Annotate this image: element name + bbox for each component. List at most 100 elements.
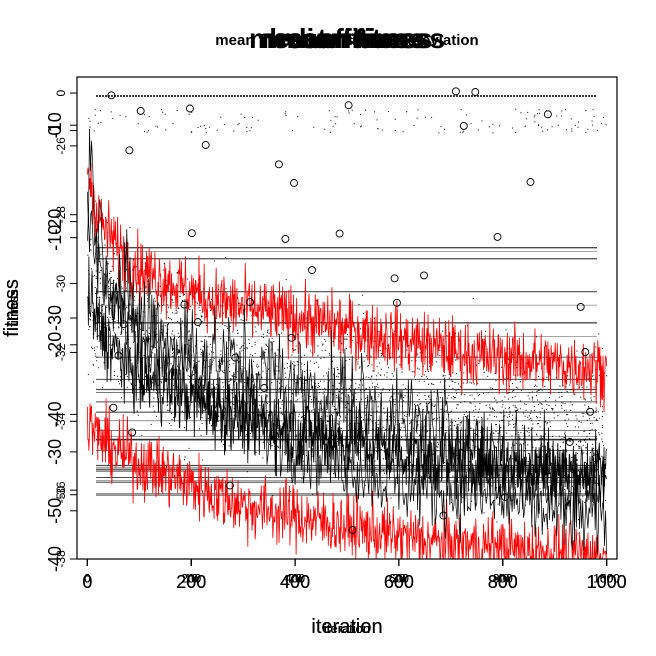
open-circle-point [128, 428, 137, 437]
x-tick-label: 10 [185, 571, 199, 585]
open-circle-point [109, 403, 118, 412]
chart-title: individual distribution [269, 32, 426, 49]
y-axis-label: fitness [6, 289, 21, 327]
x-tick-label: 800 [493, 571, 513, 585]
x-tick-label: 800 [493, 571, 513, 585]
axes-layer: 0 200 400 600 800 10000-10-20-30-40iterationf… [1, 89, 627, 638]
x-tick-label: 400 [285, 571, 305, 585]
open-circle-point [281, 234, 290, 243]
y-tick-label: -40 [45, 401, 65, 427]
y-axis-label: fitness [1, 279, 23, 337]
series-lines-layer [87, 128, 607, 560]
open-circle-point [390, 274, 399, 283]
x-axis-label: iteration [324, 621, 370, 636]
y-tick-label: -40 [45, 546, 65, 572]
x-axis-label: iteration [324, 621, 370, 636]
sd-band-series-line [87, 162, 607, 413]
open-circle-point [114, 351, 123, 360]
chart-title: mean time [278, 23, 417, 54]
open-circle-point [290, 179, 298, 187]
x-axis-label: iteration [324, 621, 370, 636]
open-circle-point [260, 384, 269, 392]
x-tick-label: 200 [181, 571, 201, 585]
y-axis-label: time [6, 296, 21, 321]
y-tick-label: -30 [45, 305, 65, 331]
best-series-line [87, 210, 607, 556]
open-circle-point [107, 91, 116, 100]
open-circle-point [136, 106, 145, 115]
x-tick-label: 400 [285, 571, 305, 585]
y-axis-label: fitness [1, 279, 23, 337]
open-circle-point [246, 298, 254, 307]
x-tick-label: 30 [392, 571, 406, 585]
x-tick-label: 0 [84, 571, 91, 585]
x-tick-label: 400 [280, 572, 310, 592]
open-circle-points-layer [107, 87, 600, 534]
y-tick-label: -36 [54, 481, 68, 499]
x-tick-label: 10 [185, 571, 199, 585]
open-circle-point [565, 438, 574, 446]
x-tick-label: 40 [496, 571, 510, 585]
open-circle-point [119, 320, 128, 329]
chart-title: median fitness [249, 23, 445, 54]
x-tick-label: 1000 [587, 572, 627, 592]
x-tick-label: 20 [288, 571, 302, 585]
open-circle-point [471, 88, 480, 96]
y-tick-label: -38 [54, 550, 68, 568]
open-circle-point [581, 348, 590, 356]
open-circle-point [459, 121, 468, 130]
x-tick-label: 800 [488, 572, 518, 592]
x-tick-label: 0 [82, 572, 92, 592]
x-tick-label: 40 [496, 571, 510, 585]
open-circle-point [501, 493, 510, 502]
x-axis-label: iteration [324, 621, 370, 636]
y-tick-label: 0 [45, 126, 65, 136]
open-circle-point [451, 87, 460, 96]
x-tick-label: 0 [84, 571, 91, 585]
y-tick-label: -20 [45, 332, 65, 358]
y-tick-label: 0 [54, 89, 68, 96]
y-tick-label: -30 [45, 439, 65, 465]
y-axis-label: fitness [6, 289, 21, 327]
y-axis-label: fitness [6, 289, 21, 327]
open-circle-point [591, 454, 600, 463]
y-tick-label: -10 [45, 225, 65, 251]
open-circle-point [185, 104, 194, 113]
y-tick-label: -34 [54, 412, 68, 430]
open-circle-point [308, 266, 316, 275]
x-tick-label: 30 [392, 571, 406, 585]
x-tick-label: 600 [384, 572, 414, 592]
open-circle-point [576, 302, 585, 311]
open-circle-point [420, 271, 428, 280]
x-tick-label: 0 [84, 571, 91, 585]
y-tick-label: -28 [54, 206, 68, 224]
x-tick-label: 20 [288, 571, 302, 585]
open-circle-point [187, 229, 196, 238]
open-circle-point [201, 141, 210, 149]
y-tick-label: -26 [54, 137, 68, 155]
open-circle-point [543, 110, 552, 119]
y-tick-label: -30 [54, 275, 68, 293]
x-tick-label: 0 [84, 571, 91, 585]
chart-title: best fitness [269, 23, 425, 54]
open-circle-point [287, 333, 296, 342]
open-circle-point [335, 229, 344, 238]
x-tick-label: 600 [389, 571, 409, 585]
open-circle-point [526, 178, 535, 186]
open-circle-point [439, 511, 448, 520]
x-tick-label: 600 [384, 572, 414, 592]
open-circle-point [348, 526, 357, 534]
open-circle-point [274, 160, 283, 169]
open-circle-point [180, 300, 189, 309]
open-circle-point [193, 318, 202, 326]
x-tick-label: 600 [389, 571, 409, 585]
chart-title: mean fitness [261, 23, 432, 54]
median-series-line [87, 128, 607, 545]
y-tick-label: -32 [54, 343, 68, 361]
x-axis-label: iteration [311, 616, 382, 638]
open-circle-point [493, 232, 502, 241]
open-circle-point [392, 298, 401, 307]
y-tick-label: -20 [45, 209, 65, 235]
chart-title: mean fitness with standard deviation [215, 32, 478, 49]
